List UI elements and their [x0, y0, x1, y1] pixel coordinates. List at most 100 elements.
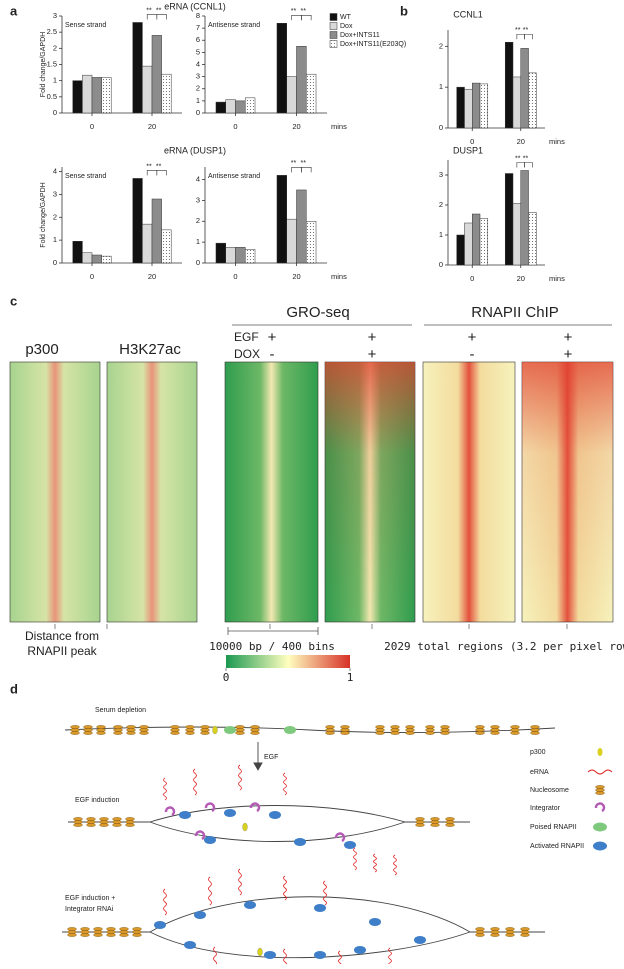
nucleosome: [86, 820, 96, 824]
y-tick-label: 0: [196, 258, 200, 267]
nucleosome: [113, 728, 123, 732]
bar: [504, 42, 514, 129]
significance-bracket: [516, 33, 525, 40]
bar: [464, 222, 473, 266]
nucleosome: [440, 731, 450, 735]
erna: [163, 888, 167, 916]
condition-label: +: [468, 329, 477, 346]
y-tick-label: 0: [439, 260, 443, 269]
significance-bracket: [146, 14, 158, 20]
heatmap-overlay: [522, 362, 613, 622]
activated-rnapii: [204, 836, 216, 844]
bar: [464, 88, 473, 129]
legend-label: eRNA: [530, 769, 549, 776]
erna: [283, 772, 287, 796]
bar: [296, 189, 307, 264]
nucleosome: [185, 728, 195, 732]
significance-bracket: [291, 167, 302, 173]
activated-rnapii: [344, 841, 356, 849]
nucleosome: [80, 927, 90, 931]
bar: [286, 218, 297, 264]
legend-swatch: [329, 22, 338, 30]
legend-icon: [594, 802, 606, 813]
nucleosome: [132, 930, 142, 934]
bar: [151, 198, 162, 264]
nucleosome: [440, 728, 450, 732]
chart-title: CCNL1: [453, 9, 483, 19]
legend-swatch: [329, 13, 338, 21]
nucleosome: [200, 725, 210, 729]
bar: [91, 254, 102, 264]
x-axis-label: mins: [549, 274, 565, 283]
nucleosome: [93, 927, 103, 931]
row-label: DOX: [234, 347, 260, 361]
activated-rnapii: [184, 941, 196, 949]
erna: [208, 876, 212, 906]
y-tick-label: 0: [439, 123, 443, 132]
erna: [338, 950, 342, 969]
erna: [353, 847, 357, 871]
nucleosome: [595, 788, 605, 792]
legend-label: Integrator: [530, 805, 561, 812]
bar: [512, 203, 521, 266]
nucleosome: [139, 725, 149, 729]
nucleosome: [595, 785, 605, 789]
bar: [520, 170, 529, 266]
arrow-head: [253, 762, 263, 771]
colorbar-label: 1: [347, 671, 354, 684]
nucleosome: [170, 725, 180, 729]
nucleosome: [475, 731, 485, 735]
nucleosome: [112, 823, 122, 827]
integrator: [194, 830, 206, 841]
nucleosome: [445, 817, 455, 821]
nucleosome: [415, 820, 425, 824]
significance-label: **: [146, 163, 152, 170]
nucleosome: [520, 927, 530, 931]
y-tick-label: 0: [53, 108, 57, 117]
y-tick-label: 8: [196, 11, 200, 20]
nucleosome: [520, 930, 530, 934]
legend-icon: [597, 748, 603, 756]
x-tick-label: 20: [517, 137, 525, 146]
nucleosome: [96, 725, 106, 729]
poised-rnapii: [284, 726, 296, 734]
activated-rnapii: [354, 946, 366, 954]
track-label: p300: [25, 341, 58, 358]
bar: [142, 65, 153, 114]
nucleosome: [375, 725, 385, 729]
x-axis-label: mins: [331, 122, 347, 131]
significance-bracket: [291, 14, 302, 21]
significance-label: **: [156, 7, 162, 14]
regions-note: 2029 total regions (3.2 per pixel row): [384, 640, 624, 653]
erna: [393, 854, 397, 876]
nucleosome: [405, 725, 415, 729]
activated-rnapii: [264, 951, 276, 959]
heatmap-h3k27ac: [106, 361, 198, 623]
nucleosome: [425, 731, 435, 735]
condition-label: -: [470, 346, 475, 363]
erna: [213, 946, 217, 969]
x-tick-label: 20: [292, 272, 300, 281]
y-tick-label: 7: [196, 23, 200, 32]
significance-label: **: [301, 8, 307, 15]
stage-label: EGF induction: [75, 797, 119, 804]
nucleosome: [425, 728, 435, 732]
y-tick-label: 3: [53, 189, 57, 198]
erna: [238, 868, 242, 896]
erna: [373, 853, 377, 873]
x-axis-label: mins: [549, 137, 565, 146]
nucleosome: [375, 728, 385, 732]
legend-label: Dox+INTS11(E203Q): [340, 41, 406, 48]
bar: [245, 97, 256, 114]
nucleosome: [70, 731, 80, 735]
nucleosome: [106, 930, 116, 934]
nucleosome: [99, 823, 109, 827]
integrator: [164, 806, 176, 817]
y-tick-label: 4: [53, 167, 57, 176]
bar: [101, 77, 112, 114]
bar: [528, 72, 537, 129]
nucleosome: [67, 927, 77, 931]
x-tick-label: 0: [470, 274, 474, 283]
y-tick-label: 1: [439, 230, 443, 239]
